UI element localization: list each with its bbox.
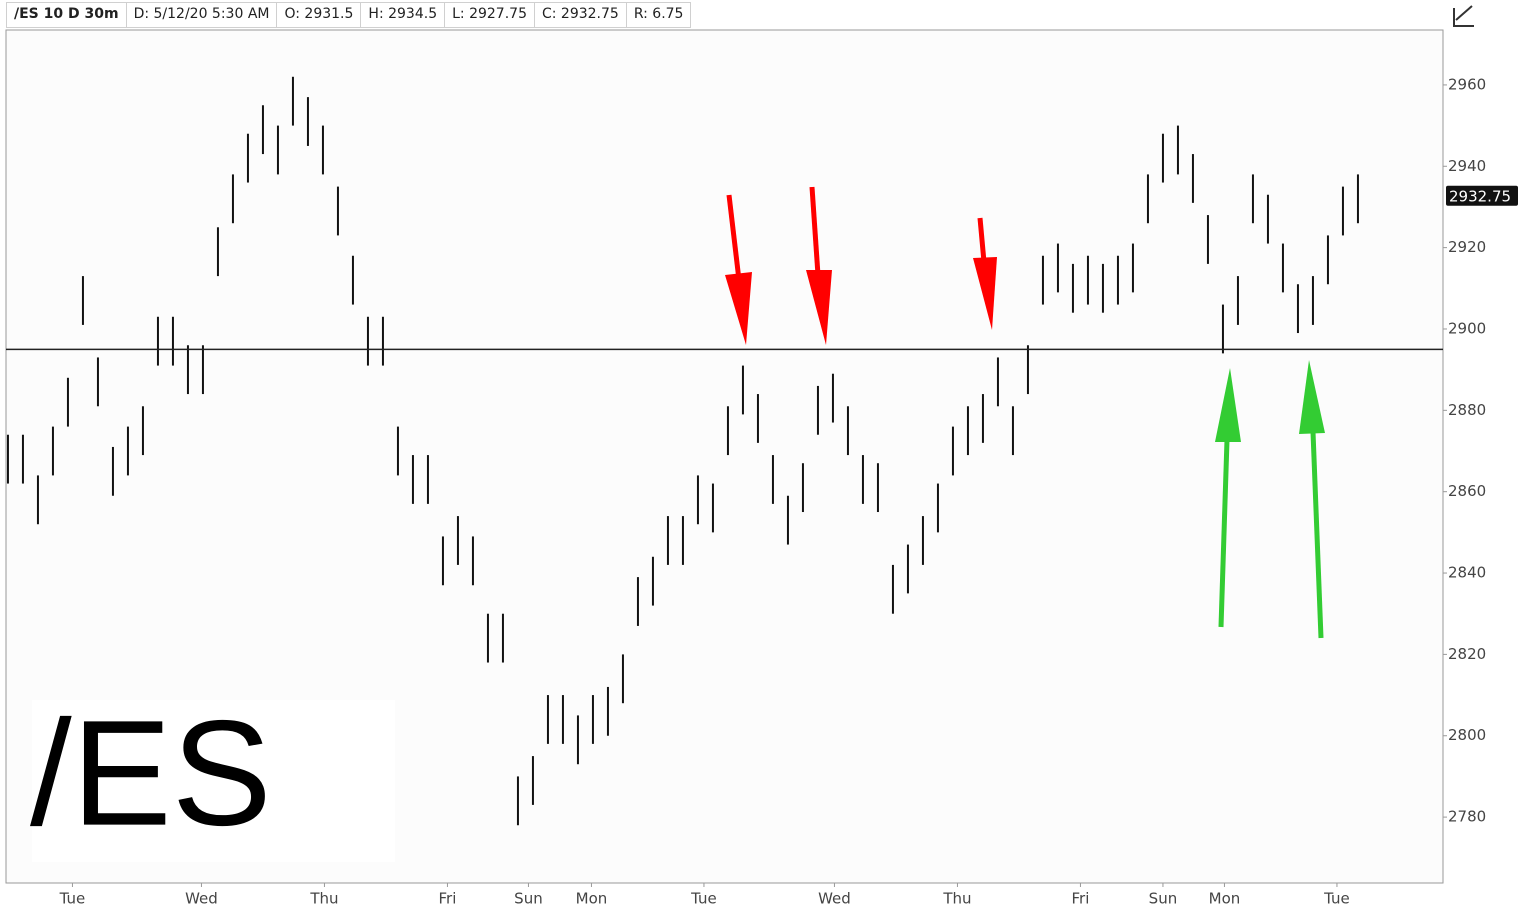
header-field: O: 2931.5 — [276, 2, 362, 28]
y-tick-label: 2900 — [1448, 319, 1486, 337]
x-tick-label: Tue — [1323, 890, 1350, 908]
last-price-label: 2932.75 — [1449, 187, 1511, 205]
red-arrows — [725, 186, 997, 345]
y-tick-label: 2820 — [1448, 645, 1486, 663]
x-tick-label: Tue — [59, 890, 86, 908]
header: /ES 10 D 30m D: 5/12/20 5:30 AM O: 2931.5 H… — [6, 2, 692, 28]
y-tick-label: 2840 — [1448, 564, 1486, 582]
green-arrows — [1215, 360, 1325, 639]
watermark-box — [32, 700, 395, 862]
y-tick-label: 2960 — [1448, 75, 1486, 93]
x-tick-label: Wed — [818, 890, 851, 908]
header-field: /ES 10 D 30m — [6, 2, 127, 28]
y-tick-label: 2800 — [1448, 726, 1486, 744]
x-tick-label: Mon — [576, 890, 608, 908]
y-tick-label: 2860 — [1448, 482, 1486, 500]
x-tick-label: Thu — [942, 890, 971, 908]
x-tick-label: Fri — [1072, 890, 1090, 908]
x-tick-label: Sun — [514, 890, 543, 908]
header-field: H: 2934.5 — [360, 2, 446, 28]
x-tick-label: Fri — [439, 890, 457, 908]
header-field: D: 5/12/20 5:30 AM — [125, 2, 278, 28]
y-tick-label: 2780 — [1448, 808, 1486, 826]
header-field: L: 2927.75 — [444, 2, 535, 28]
x-tick-label: Sun — [1149, 890, 1178, 908]
x-tick-label: Thu — [309, 890, 338, 908]
y-tick-label: 2880 — [1448, 401, 1486, 419]
y-tick-label: 2940 — [1448, 157, 1486, 175]
header-field: R: 6.75 — [625, 2, 692, 28]
x-tick-label: Mon — [1209, 890, 1241, 908]
toolbar-icon[interactable] — [1453, 5, 1474, 27]
x-tick-label: Wed — [185, 890, 218, 908]
watermark: /ES — [30, 689, 272, 857]
y-tick-label: 2920 — [1448, 238, 1486, 256]
x-tick-label: Tue — [690, 890, 717, 908]
header-field: C: 2932.75 — [533, 2, 627, 28]
last-price-badge — [1446, 185, 1518, 206]
